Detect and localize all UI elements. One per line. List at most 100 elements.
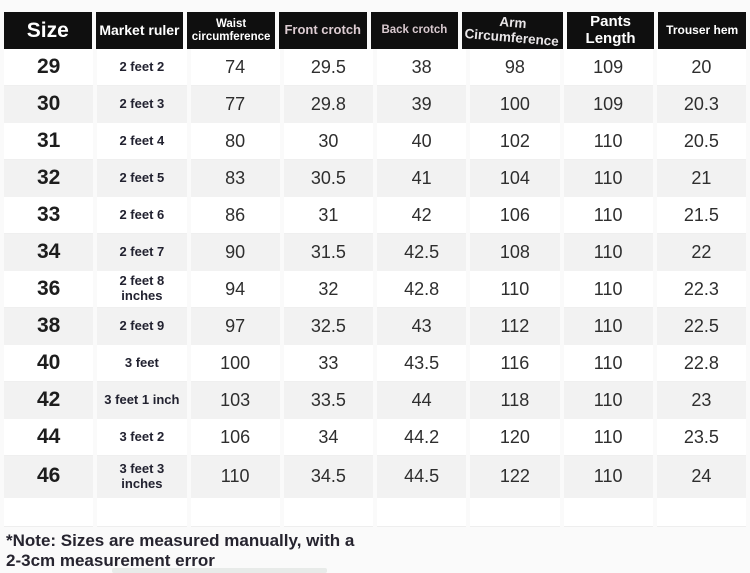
cell-market-ruler-size-44: 3 feet 2 (97, 419, 187, 456)
cell-waist-circumference-size-29: 74 (190, 49, 280, 86)
cell-arm-circumference-size-40: 116 (470, 345, 560, 382)
cell-waist-circumference-size-33: 86 (190, 197, 280, 234)
cell-arm-circumference-size-33: 106 (470, 197, 560, 234)
cell-back-crotch-size-42: 44 (377, 382, 467, 419)
cell-waist-circumference-size-44: 106 (190, 419, 280, 456)
cell-size-size-29: 29 (4, 49, 94, 86)
empty-cell (470, 498, 560, 527)
cell-back-crotch-size-46: 44.5 (377, 456, 467, 498)
cell-trouser-hem-size-31: 20.5 (656, 123, 746, 160)
table-row-size-42: 42 3 feet 1 inch 103 33.5 44 118 110 23 (4, 382, 746, 419)
cell-waist-circumference-size-31: 80 (190, 123, 280, 160)
cell-back-crotch-size-40: 43.5 (377, 345, 467, 382)
measurement-note-line1: *Note: Sizes are measured manually, with… (6, 531, 355, 550)
cell-front-crotch-size-29: 29.5 (283, 49, 373, 86)
cell-market-ruler-size-40: 3 feet (97, 345, 187, 382)
cell-size-size-38: 38 (4, 308, 94, 345)
cell-pants-length-size-42: 110 (563, 382, 653, 419)
header-cell-front-crotch: Front crotch (278, 12, 367, 49)
table-row-size-34: 34 2 feet 7 90 31.5 42.5 108 110 22 (4, 234, 746, 271)
header-cell-market-ruler: Market ruler (95, 12, 184, 49)
cell-front-crotch-size-44: 34 (283, 419, 373, 456)
header-cell-back-crotch: Back crotch (370, 12, 459, 49)
cell-back-crotch-size-36: 42.8 (377, 271, 467, 308)
cell-market-ruler-size-34: 2 feet 7 (97, 234, 187, 271)
cell-size-size-46: 46 (4, 456, 94, 498)
cell-pants-length-size-31: 110 (563, 123, 653, 160)
header-label: Trouser hem (666, 22, 739, 37)
header-cell-size: Size (4, 12, 92, 49)
cell-arm-circumference-size-29: 98 (470, 49, 560, 86)
cell-trouser-hem-size-44: 23.5 (656, 419, 746, 456)
cell-back-crotch-size-31: 40 (377, 123, 467, 160)
table-row-size-32: 32 2 feet 5 83 30.5 41 104 110 21 (4, 160, 746, 197)
cell-trouser-hem-size-29: 20 (656, 49, 746, 86)
cell-market-ruler-size-33: 2 feet 6 (97, 197, 187, 234)
cell-front-crotch-size-36: 32 (283, 271, 373, 308)
header-label: Market ruler (99, 21, 180, 38)
cell-market-ruler-size-46: 3 feet 3 inches (97, 456, 187, 498)
measurement-note: *Note: Sizes are measured manually, with… (6, 531, 566, 572)
table-row-size-30: 30 2 feet 3 77 29.8 39 100 109 20.3 (4, 86, 746, 123)
cell-arm-circumference-size-38: 112 (470, 308, 560, 345)
empty-cell (4, 498, 94, 527)
cell-back-crotch-size-30: 39 (377, 86, 467, 123)
cell-waist-circumference-size-46: 110 (190, 456, 280, 498)
cell-size-size-44: 44 (4, 419, 94, 456)
cell-pants-length-size-33: 110 (563, 197, 653, 234)
empty-cell (377, 498, 467, 527)
empty-cell (97, 498, 187, 527)
cell-waist-circumference-size-40: 100 (190, 345, 280, 382)
cell-arm-circumference-size-34: 108 (470, 234, 560, 271)
cell-arm-circumference-size-30: 100 (470, 86, 560, 123)
cell-market-ruler-size-38: 2 feet 9 (97, 308, 187, 345)
size-chart-table: Size Market ruler Waist circumference Front… (4, 12, 746, 527)
cell-pants-length-size-46: 110 (563, 456, 653, 498)
table-row-size-46: 46 3 feet 3 inches 110 34.5 44.5 122 110 24 (4, 456, 746, 498)
cell-front-crotch-size-40: 33 (283, 345, 373, 382)
cell-size-size-32: 32 (4, 160, 94, 197)
cell-waist-circumference-size-38: 97 (190, 308, 280, 345)
cell-market-ruler-size-29: 2 feet 2 (97, 49, 187, 86)
cropped-highlight-artifact (112, 568, 327, 573)
table-row-size-33: 33 2 feet 6 86 31 42 106 110 21.5 (4, 197, 746, 234)
cell-waist-circumference-size-30: 77 (190, 86, 280, 123)
cell-size-size-31: 31 (4, 123, 94, 160)
cell-back-crotch-size-38: 43 (377, 308, 467, 345)
cell-front-crotch-size-32: 30.5 (283, 160, 373, 197)
cell-waist-circumference-size-36: 94 (190, 271, 280, 308)
cell-back-crotch-size-33: 42 (377, 197, 467, 234)
cell-market-ruler-size-36: 2 feet 8 inches (97, 271, 187, 308)
cell-pants-length-size-38: 110 (563, 308, 653, 345)
cell-trouser-hem-size-36: 22.3 (656, 271, 746, 308)
empty-cell (563, 498, 653, 527)
empty-cell (656, 498, 746, 527)
cell-front-crotch-size-38: 32.5 (283, 308, 373, 345)
cell-waist-circumference-size-42: 103 (190, 382, 280, 419)
cell-front-crotch-size-31: 30 (283, 123, 373, 160)
cell-back-crotch-size-29: 38 (377, 49, 467, 86)
cell-front-crotch-size-30: 29.8 (283, 86, 373, 123)
cell-trouser-hem-size-30: 20.3 (656, 86, 746, 123)
cell-trouser-hem-size-38: 22.5 (656, 308, 746, 345)
empty-cell (190, 498, 280, 527)
cell-trouser-hem-size-32: 21 (656, 160, 746, 197)
cell-waist-circumference-size-32: 83 (190, 160, 280, 197)
table-row-size-44: 44 3 feet 2 106 34 44.2 120 110 23.5 (4, 419, 746, 456)
cell-back-crotch-size-34: 42.5 (377, 234, 467, 271)
table-row-size-36: 36 2 feet 8 inches 94 32 42.8 110 110 22.3 (4, 271, 746, 308)
cell-pants-length-size-34: 110 (563, 234, 653, 271)
cell-trouser-hem-size-40: 22.8 (656, 345, 746, 382)
cell-arm-circumference-size-42: 118 (470, 382, 560, 419)
cell-size-size-40: 40 (4, 345, 94, 382)
header-label: Front crotch (284, 22, 361, 38)
header-cell-trouser-hem: Trouser hem (658, 12, 746, 49)
cell-arm-circumference-size-36: 110 (470, 271, 560, 308)
header-label: Pants Length (585, 13, 636, 47)
cell-pants-length-size-36: 110 (563, 271, 653, 308)
measurement-note-line2: 2-3cm measurement error (6, 551, 215, 571)
cell-trouser-hem-size-33: 21.5 (656, 197, 746, 234)
cell-trouser-hem-size-42: 23 (656, 382, 746, 419)
header-cell-waist-circumference: Waist circumference (187, 12, 275, 49)
